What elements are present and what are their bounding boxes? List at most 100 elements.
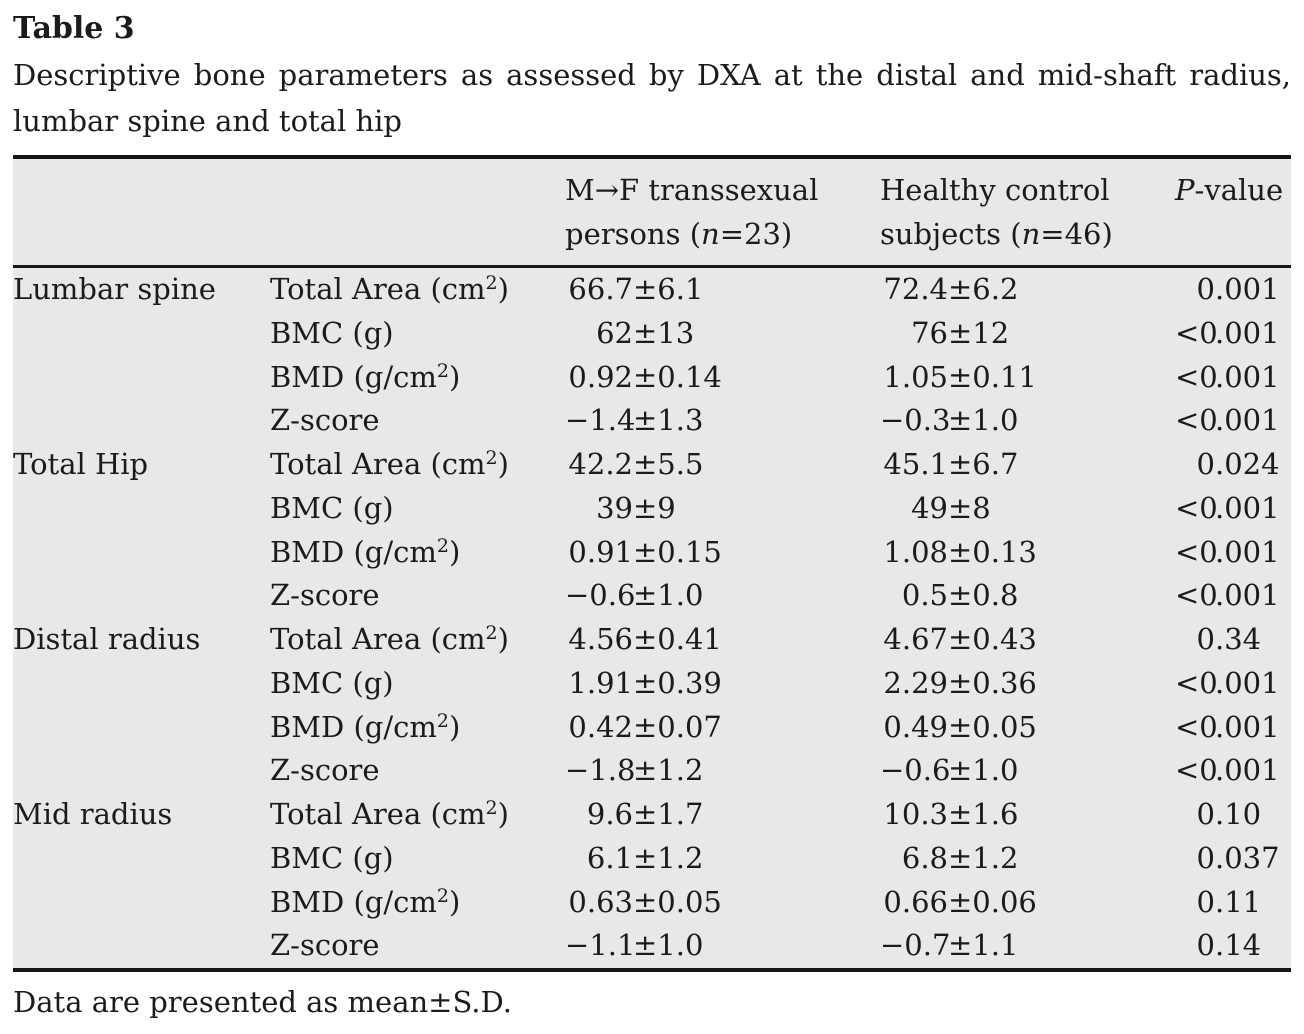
value-cell-transsexual: 1.91±0.39 xyxy=(565,662,880,706)
param-cell: BMC (g) xyxy=(270,490,394,525)
value-cell-control: −0.3±1.0 xyxy=(880,399,1175,443)
p-value-cell: 0.34 xyxy=(1175,618,1291,662)
site-cell xyxy=(13,399,270,443)
p-integer-part: <0 xyxy=(1175,315,1218,350)
p-integer-part: <0 xyxy=(1175,709,1218,744)
p-integer-part: 0 xyxy=(1196,884,1215,919)
mean-value: −0.6 xyxy=(565,578,636,613)
param-cell: Z-score xyxy=(270,753,380,788)
p-value-cell: <0.001 xyxy=(1175,706,1291,750)
value-cell-control: 0.49±0.05 xyxy=(880,706,1175,750)
p-value-cell: <0.001 xyxy=(1175,487,1291,531)
mean-value: 0.42 xyxy=(568,709,633,744)
value-cell-transsexual: 9.6±1.7 xyxy=(565,793,880,837)
p-integer-part: <0 xyxy=(1175,578,1218,613)
table-row: Distal radius Total Area (cm2) 4.56±0.41 4.… xyxy=(13,618,1291,662)
p-integer-part: <0 xyxy=(1175,753,1218,788)
value-cell-control: 72.4±6.2 xyxy=(880,268,1175,312)
site-cell: Mid radius xyxy=(13,797,173,831)
mean-value: −0.7 xyxy=(880,928,951,963)
mean-value: −1.8 xyxy=(565,753,636,788)
p-value-cell: <0.001 xyxy=(1175,356,1291,400)
value-cell-control: 45.1±6.7 xyxy=(880,443,1175,487)
table-row: Z-score −1.4±1.3 −0.3±1.0 <0.001 xyxy=(13,399,1291,443)
mean-value: 0.91 xyxy=(568,534,633,569)
p-integer-part: 0 xyxy=(1196,840,1215,875)
p-integer-part: 0 xyxy=(1196,797,1215,831)
italic-n: n xyxy=(701,217,720,251)
p-value-cell: <0.001 xyxy=(1175,662,1291,706)
table-row: BMD (g/cm2) 0.42±0.07 0.49±0.05 <0.001 xyxy=(13,706,1291,750)
site-cell: Distal radius xyxy=(13,622,201,656)
site-cell xyxy=(13,356,270,400)
superscript-2: 2 xyxy=(436,359,449,382)
p-integer-part: <0 xyxy=(1175,403,1218,438)
superscript-2: 2 xyxy=(485,447,498,469)
site-cell: Lumbar spine xyxy=(13,272,216,306)
mean-value: 0.63 xyxy=(568,884,633,919)
param-cell: Z-score xyxy=(270,403,380,438)
param-cell: BMC (g) xyxy=(270,315,394,350)
table-row: Z-score −0.6±1.0 0.5±0.8 <0.001 xyxy=(13,574,1291,618)
param-cell: Total Area (cm2) xyxy=(270,272,509,306)
mean-value: 9.6 xyxy=(586,797,633,831)
p-integer-part: 0 xyxy=(1196,447,1215,481)
caption-line-2: lumbar spine and total hip xyxy=(13,104,402,138)
p-value-cell: 0.11 xyxy=(1175,881,1291,925)
mean-value: 72.4 xyxy=(883,272,948,306)
mean-value: 2.29 xyxy=(883,665,948,700)
mean-value: 1.05 xyxy=(883,359,948,394)
mean-value: 4.67 xyxy=(883,622,948,656)
italic-n: n xyxy=(1021,217,1041,251)
site-cell xyxy=(13,312,270,356)
mean-value: 1.08 xyxy=(883,534,948,569)
p-integer-part: <0 xyxy=(1175,665,1218,700)
site-cell xyxy=(13,706,270,750)
mean-value: 6.8 xyxy=(901,840,948,875)
param-cell: BMC (g) xyxy=(270,840,394,875)
p-value-cell: <0.001 xyxy=(1175,574,1291,618)
p-value-cell: <0.001 xyxy=(1175,749,1291,793)
p-integer-part: <0 xyxy=(1175,490,1218,525)
table-row: Z-score −1.1±1.0 −0.7±1.1 0.14 xyxy=(13,924,1291,968)
value-cell-transsexual: −1.1±1.0 xyxy=(565,924,880,968)
table-row: BMC (g) 39±9 49±8 <0.001 xyxy=(13,487,1291,531)
mean-value: 0.66 xyxy=(883,884,948,919)
table-caption: Descriptive bone parameters as assessed … xyxy=(13,52,1291,144)
mean-value: −1.4 xyxy=(565,403,636,438)
mean-value: 4.56 xyxy=(568,622,633,656)
mean-value: 76 xyxy=(911,315,948,350)
mean-value: 39 xyxy=(596,490,633,525)
mean-value: −1.1 xyxy=(565,928,636,963)
value-cell-control: 10.3±1.6 xyxy=(880,793,1175,837)
p-value-cell: 0.024 xyxy=(1175,443,1291,487)
col-header-group-transsexual: M→F transsexual persons (n=23) xyxy=(565,173,819,251)
param-cell: Z-score xyxy=(270,578,380,613)
param-cell: Total Area (cm2) xyxy=(270,447,509,481)
table-row: Z-score −1.8±1.2 −0.6±1.0 <0.001 xyxy=(13,749,1291,793)
value-cell-control: 2.29±0.36 xyxy=(880,662,1175,706)
p-value-cell: <0.001 xyxy=(1175,399,1291,443)
p-integer-part: 0 xyxy=(1196,928,1215,963)
table-footnote: Data are presented as mean±S.D. xyxy=(13,985,512,1019)
value-cell-transsexual: 0.63±0.05 xyxy=(565,881,880,925)
param-cell: BMC (g) xyxy=(270,665,394,700)
site-cell xyxy=(13,531,270,575)
table-row: BMD (g/cm2) 0.63±0.05 0.66±0.06 0.11 xyxy=(13,881,1291,925)
table-header-row: M→F transsexual persons (n=23) Healthy co… xyxy=(13,159,1291,265)
param-cell: BMD (g/cm2) xyxy=(270,534,461,569)
param-cell: BMD (g/cm2) xyxy=(270,884,461,919)
p-value-cell: <0.001 xyxy=(1175,531,1291,575)
p-integer-part: <0 xyxy=(1175,359,1218,394)
value-cell-control: 0.5±0.8 xyxy=(880,574,1175,618)
site-cell xyxy=(13,837,270,881)
superscript-2: 2 xyxy=(485,797,498,819)
mean-value: 62 xyxy=(596,315,633,350)
value-cell-control: 49±8 xyxy=(880,487,1175,531)
param-cell: BMD (g/cm2) xyxy=(270,359,461,394)
table-row: Total Hip Total Area (cm2) 42.2±5.5 45.1±6.… xyxy=(13,443,1291,487)
table-title: Table 3 xyxy=(13,11,135,46)
value-cell-transsexual: −1.8±1.2 xyxy=(565,749,880,793)
site-cell xyxy=(13,487,270,531)
